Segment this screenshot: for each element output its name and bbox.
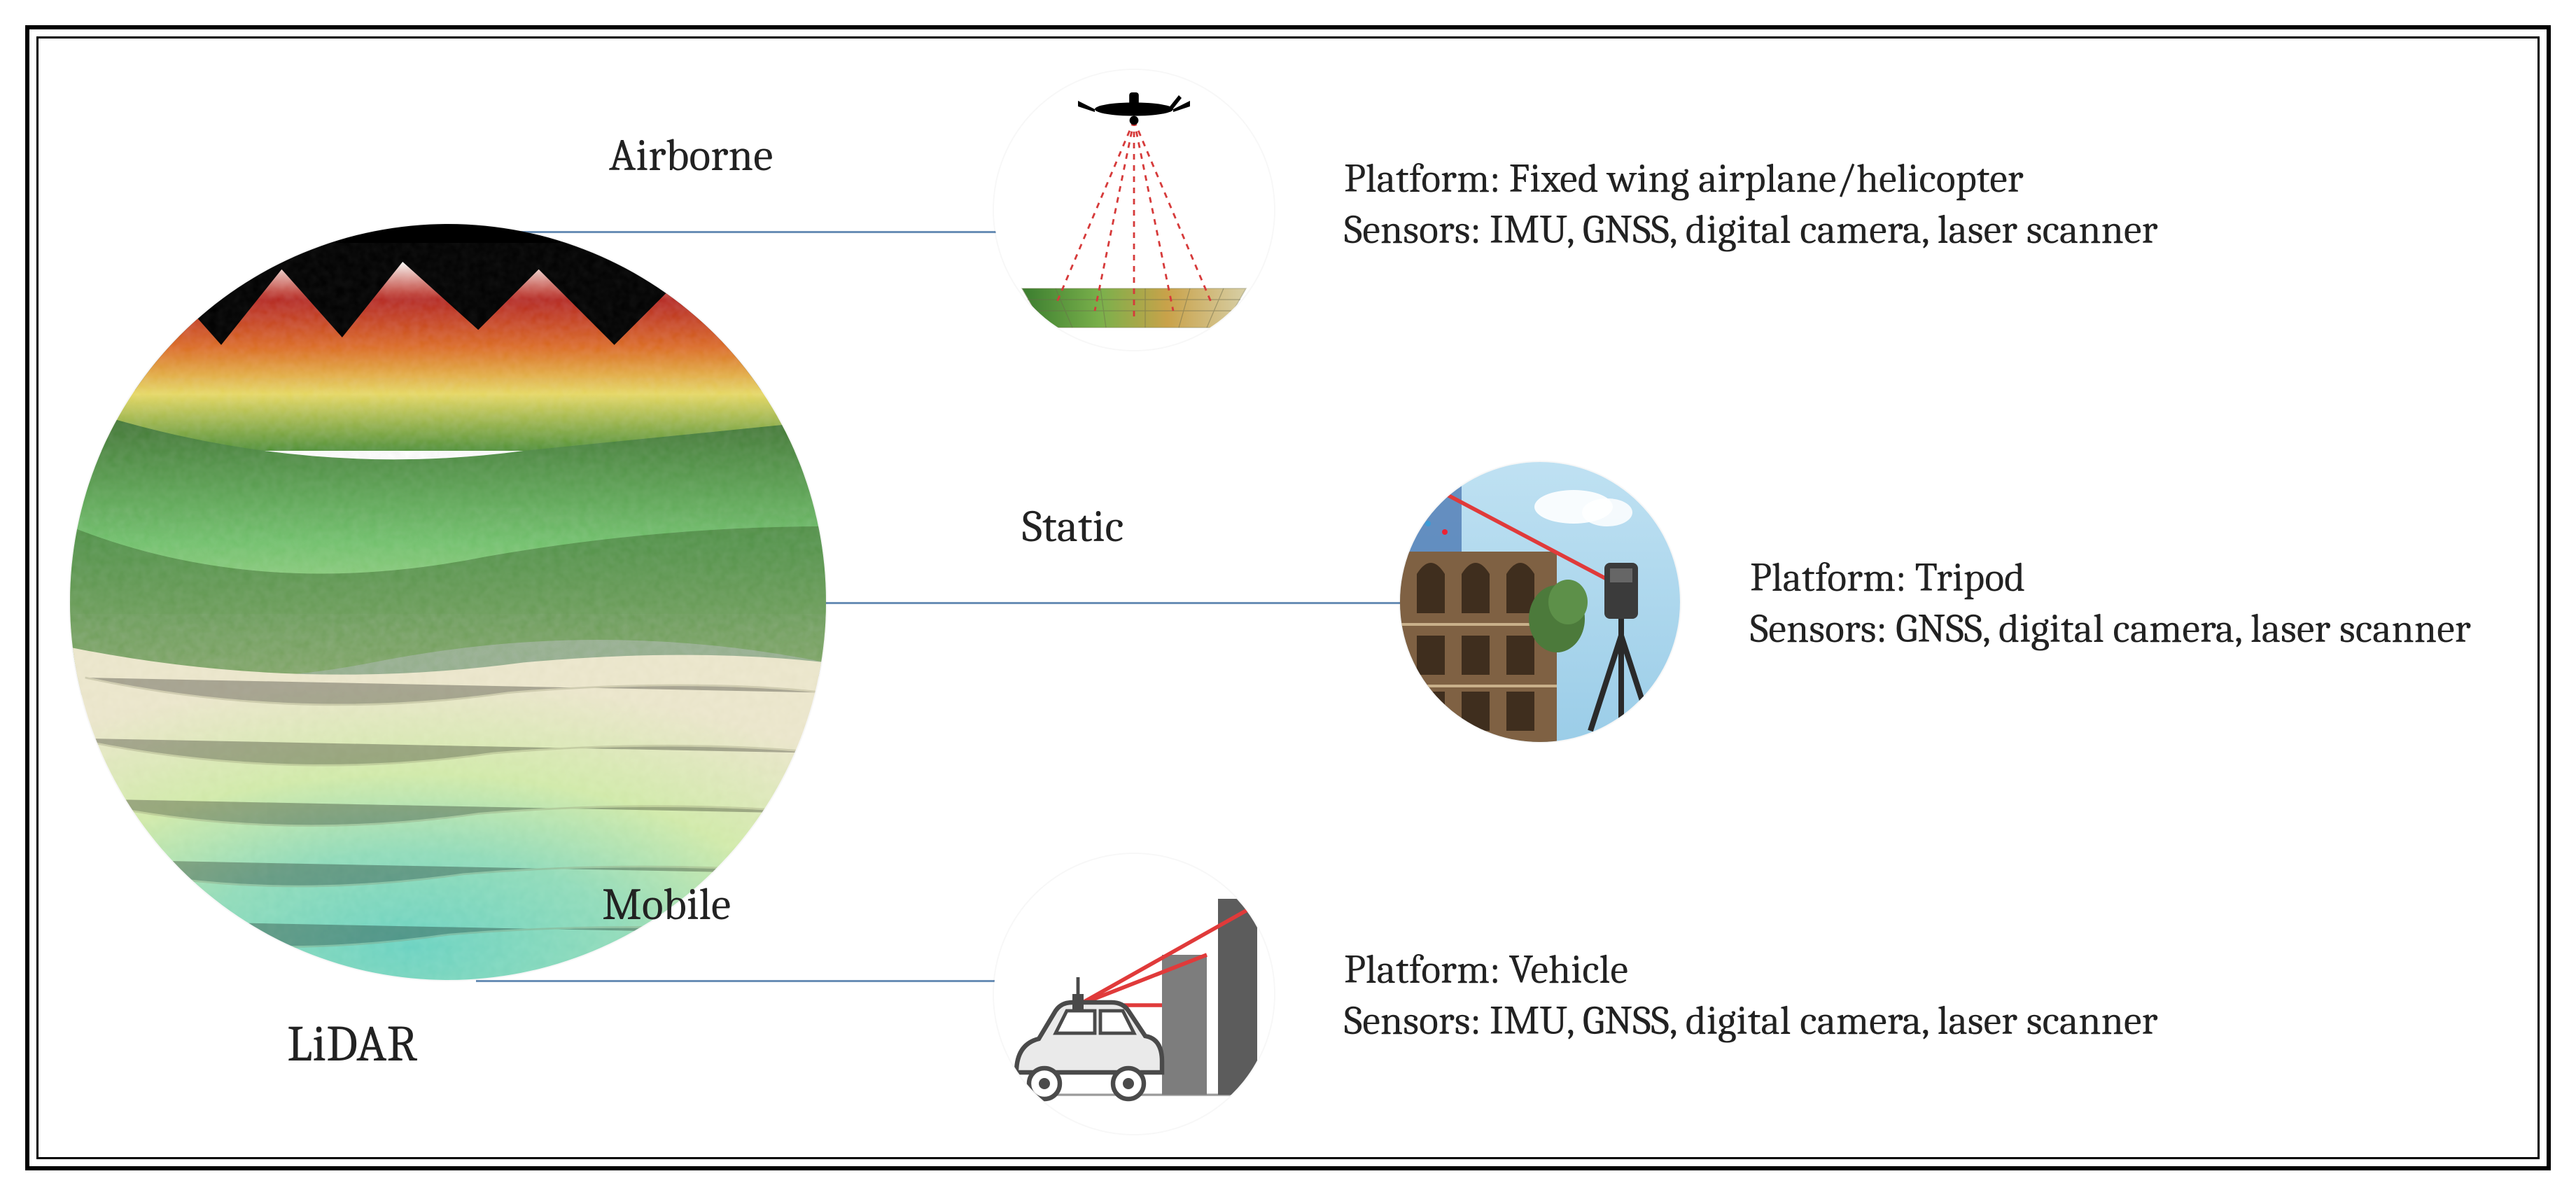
diagram-root: LiDAR Airborne (0, 0, 2576, 1197)
airborne-label: Airborne (609, 130, 773, 181)
terrain-svg (70, 224, 826, 980)
lidar-main-circle (70, 224, 826, 980)
platform-value: Fixed wing airplane/helicopter (1509, 155, 2024, 202)
airborne-sensors-line: Sensors: IMU, GNSS, digital camera, lase… (1344, 205, 2157, 256)
connector-airborne (490, 231, 1008, 233)
static-platform-line: Platform: Tripod (1750, 553, 2471, 604)
sensors-value: GNSS, digital camera, laser scanner (1896, 606, 2471, 652)
mobile-sensors-line: Sensors: IMU, GNSS, digital camera, lase… (1344, 996, 2157, 1047)
mobile-icon-circle (994, 854, 1274, 1134)
airborne-icon (994, 70, 1274, 350)
platform-value: Vehicle (1509, 946, 1628, 993)
platform-label: Platform: (1344, 946, 1500, 993)
static-sensors-line: Sensors: GNSS, digital camera, laser sca… (1750, 604, 2471, 655)
platform-label: Platform: (1344, 155, 1500, 202)
platform-label: Platform: (1750, 554, 1906, 601)
sensors-label: Sensors: (1344, 206, 1480, 253)
static-icon (1400, 462, 1680, 742)
airborne-platform-line: Platform: Fixed wing airplane/helicopter (1344, 154, 2157, 205)
sensors-label: Sensors: (1344, 997, 1480, 1044)
sensors-value: IMU, GNSS, digital camera, laser scanner (1490, 206, 2157, 253)
static-desc: Platform: Tripod Sensors: GNSS, digital … (1750, 553, 2471, 654)
airborne-desc: Platform: Fixed wing airplane/helicopter… (1344, 154, 2157, 255)
airborne-icon-circle (994, 70, 1274, 350)
connector-mobile (476, 980, 1008, 982)
sensors-label: Sensors: (1750, 606, 1886, 652)
sensors-value: IMU, GNSS, digital camera, laser scanner (1490, 997, 2157, 1044)
platform-value: Tripod (1915, 554, 2026, 601)
mobile-desc: Platform: Vehicle Sensors: IMU, GNSS, di… (1344, 945, 2157, 1046)
static-icon-circle (1400, 462, 1680, 742)
lidar-label: LiDAR (287, 1015, 417, 1073)
connector-static (826, 602, 1414, 604)
mobile-icon (994, 854, 1274, 1134)
mobile-label: Mobile (602, 878, 731, 930)
static-label: Static (1022, 500, 1124, 552)
mobile-platform-line: Platform: Vehicle (1344, 945, 2157, 996)
